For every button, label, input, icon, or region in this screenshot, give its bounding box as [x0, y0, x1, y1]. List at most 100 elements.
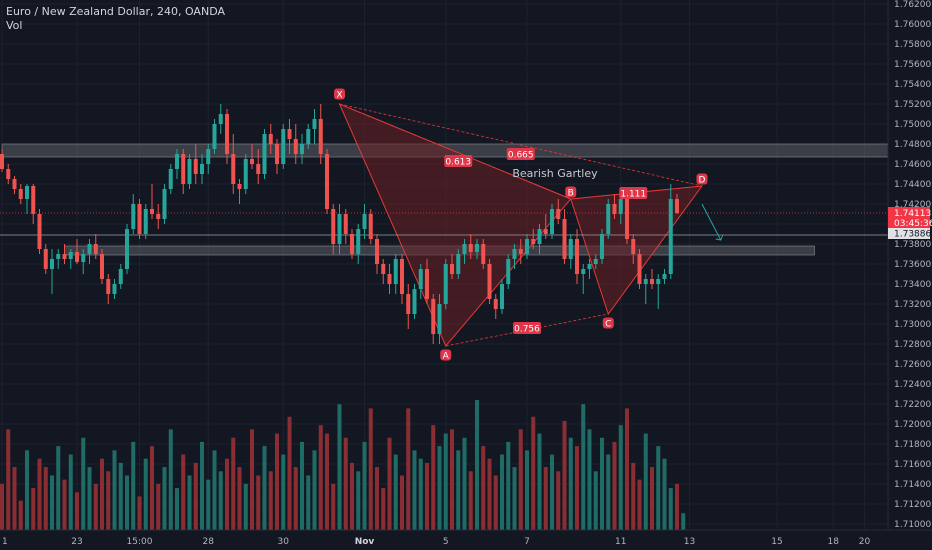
candle-body: [287, 129, 292, 139]
candle-body: [456, 254, 461, 274]
candle: [256, 149, 261, 184]
volume-label[interactable]: Vol: [6, 19, 23, 32]
candle-body: [131, 204, 136, 229]
candle-body: [393, 259, 398, 284]
volume-bar: [287, 416, 292, 530]
price-tick-label: 1.76200: [894, 0, 931, 10]
candle: [500, 279, 504, 314]
candle-body: [268, 134, 273, 144]
candle-body: [387, 274, 392, 284]
candle-body: [318, 119, 323, 154]
volume-bar: [468, 471, 473, 530]
candle: [625, 194, 629, 244]
candle-body: [143, 209, 148, 234]
candle-body: [575, 239, 579, 274]
pattern-point-c: C: [602, 317, 614, 330]
candle-body: [25, 186, 29, 199]
candle-body: [375, 239, 379, 264]
candle: [268, 124, 273, 154]
volume-bar: [331, 483, 336, 530]
volume-bar: [487, 458, 492, 530]
candle: [437, 294, 442, 344]
volume-bar: [406, 408, 411, 530]
volume-bar: [537, 433, 542, 530]
volume-bar: [368, 408, 373, 530]
countdown-text: 03:45:36: [894, 219, 932, 229]
candle: [593, 254, 598, 269]
ratio-label-text: 0.665: [508, 151, 534, 161]
candle-body: [443, 264, 448, 304]
candle: [543, 214, 548, 239]
candle: [337, 204, 342, 254]
candle: [468, 234, 473, 259]
volume-bar: [143, 458, 148, 530]
pattern-point-d: D: [696, 173, 708, 186]
candle-body: [56, 254, 61, 259]
candle-body: [493, 299, 498, 309]
candle-body: [118, 269, 123, 284]
candle: [612, 194, 617, 219]
price-tick-label: 1.71800: [894, 440, 931, 450]
candle-body: [675, 199, 679, 213]
pattern-point-b: B: [565, 186, 577, 199]
candle-body: [512, 249, 517, 259]
candle: [206, 144, 211, 174]
volume-bar: [512, 467, 517, 530]
candle: [675, 194, 679, 214]
candle-body: [75, 252, 79, 262]
candle: [118, 264, 123, 289]
price-tick-label: 1.71400: [894, 480, 931, 490]
time-tick-label: 15:00: [127, 537, 153, 547]
price-tick-label: 1.75200: [894, 100, 931, 110]
candle-body: [625, 199, 629, 239]
candle-body: [525, 239, 529, 254]
candle-body: [31, 186, 36, 214]
candle-body: [431, 299, 436, 334]
volume-bar: [68, 454, 73, 530]
volume-bar: [243, 483, 248, 530]
volume-bar: [6, 429, 11, 530]
candle: [106, 274, 111, 304]
candle: [637, 249, 642, 289]
pattern-point-badge: [565, 186, 577, 198]
volume-bar: [456, 450, 461, 530]
candle: [93, 234, 98, 259]
candle-body: [331, 209, 336, 244]
volume-bar: [593, 471, 598, 530]
volume-bar: [106, 471, 111, 530]
volume-bar: [643, 433, 648, 530]
symbol-title[interactable]: Euro / New Zealand Dollar, 240, OANDA: [6, 5, 225, 18]
candle-body: [656, 279, 661, 284]
time-tick-label: 28: [203, 537, 215, 547]
candle: [562, 209, 567, 264]
candle-body: [175, 154, 179, 169]
candle-body: [531, 239, 536, 244]
candle-body: [43, 249, 48, 269]
volume-bar: [112, 450, 117, 530]
candle-body: [637, 254, 642, 284]
time-tick-label: 18: [828, 537, 840, 547]
price-tick-label: 1.75600: [894, 60, 931, 70]
candle: [162, 184, 167, 224]
price-tick-label: 1.74800: [894, 140, 931, 150]
candle: [100, 249, 104, 284]
candle: [650, 269, 654, 289]
pattern-point-letter: A: [443, 352, 450, 362]
candle-body: [293, 139, 298, 154]
price-tick-label: 1.71000: [894, 520, 931, 530]
projection-arrow: [701, 203, 722, 241]
pattern-point-letter: B: [568, 189, 574, 199]
candle-body: [168, 169, 173, 189]
volume-bar: [193, 462, 198, 530]
volume-bar: [525, 450, 529, 530]
volume-bar: [612, 441, 617, 530]
candle: [325, 149, 329, 214]
candle-body: [181, 154, 186, 184]
candle-body: [406, 294, 411, 314]
candle: [312, 109, 317, 144]
volume-bar: [387, 437, 392, 530]
candle-body: [543, 229, 548, 234]
volume-bar: [175, 488, 179, 530]
